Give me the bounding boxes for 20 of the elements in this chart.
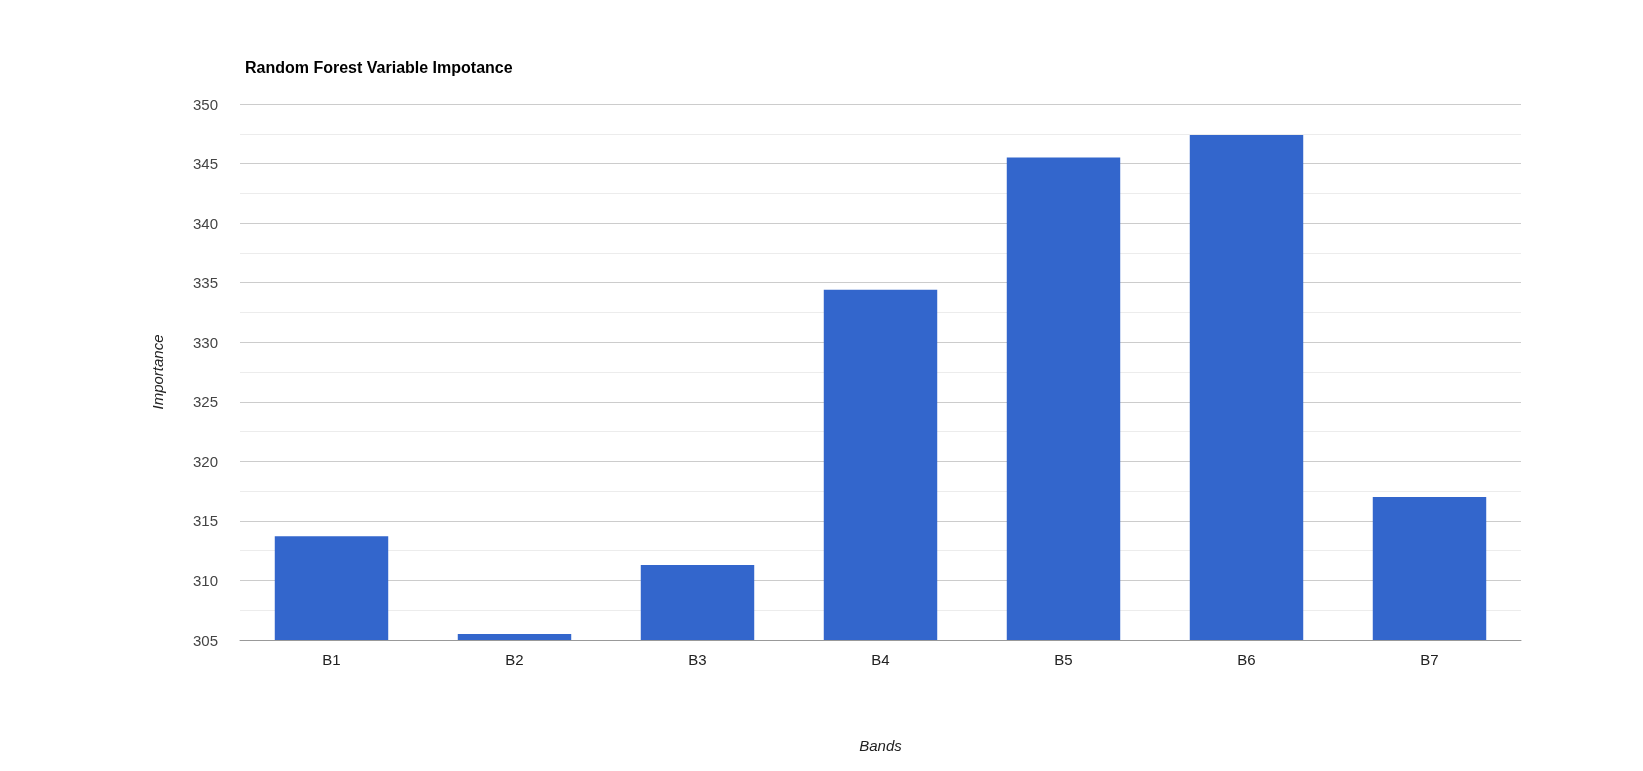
x-tick-label: B5 [1054,651,1073,668]
y-tick-label: 350 [192,95,218,113]
y-tick-label: 335 [192,274,218,292]
y-tick-label: 305 [192,631,218,649]
chart-title: Random Forest Variable Impotance [245,58,513,76]
y-tick-label: 330 [192,333,218,351]
y-tick-label: 320 [192,452,218,470]
y-tick-label: 315 [192,512,218,530]
x-axis-title: Bands [859,737,903,754]
y-tick-label: 345 [192,155,218,173]
x-tick-label: B2 [505,651,524,668]
y-tick-label: 340 [192,214,218,232]
x-tick-label: B3 [688,651,707,668]
x-tick-label: B7 [1420,651,1439,668]
y-axis-title: Importance [149,334,166,410]
y-tick-label: 310 [192,571,218,589]
x-tick-label: B4 [871,651,890,668]
y-tick-label: 325 [192,393,218,411]
x-tick-label: B1 [322,651,341,668]
x-tick-label: B6 [1237,651,1256,668]
